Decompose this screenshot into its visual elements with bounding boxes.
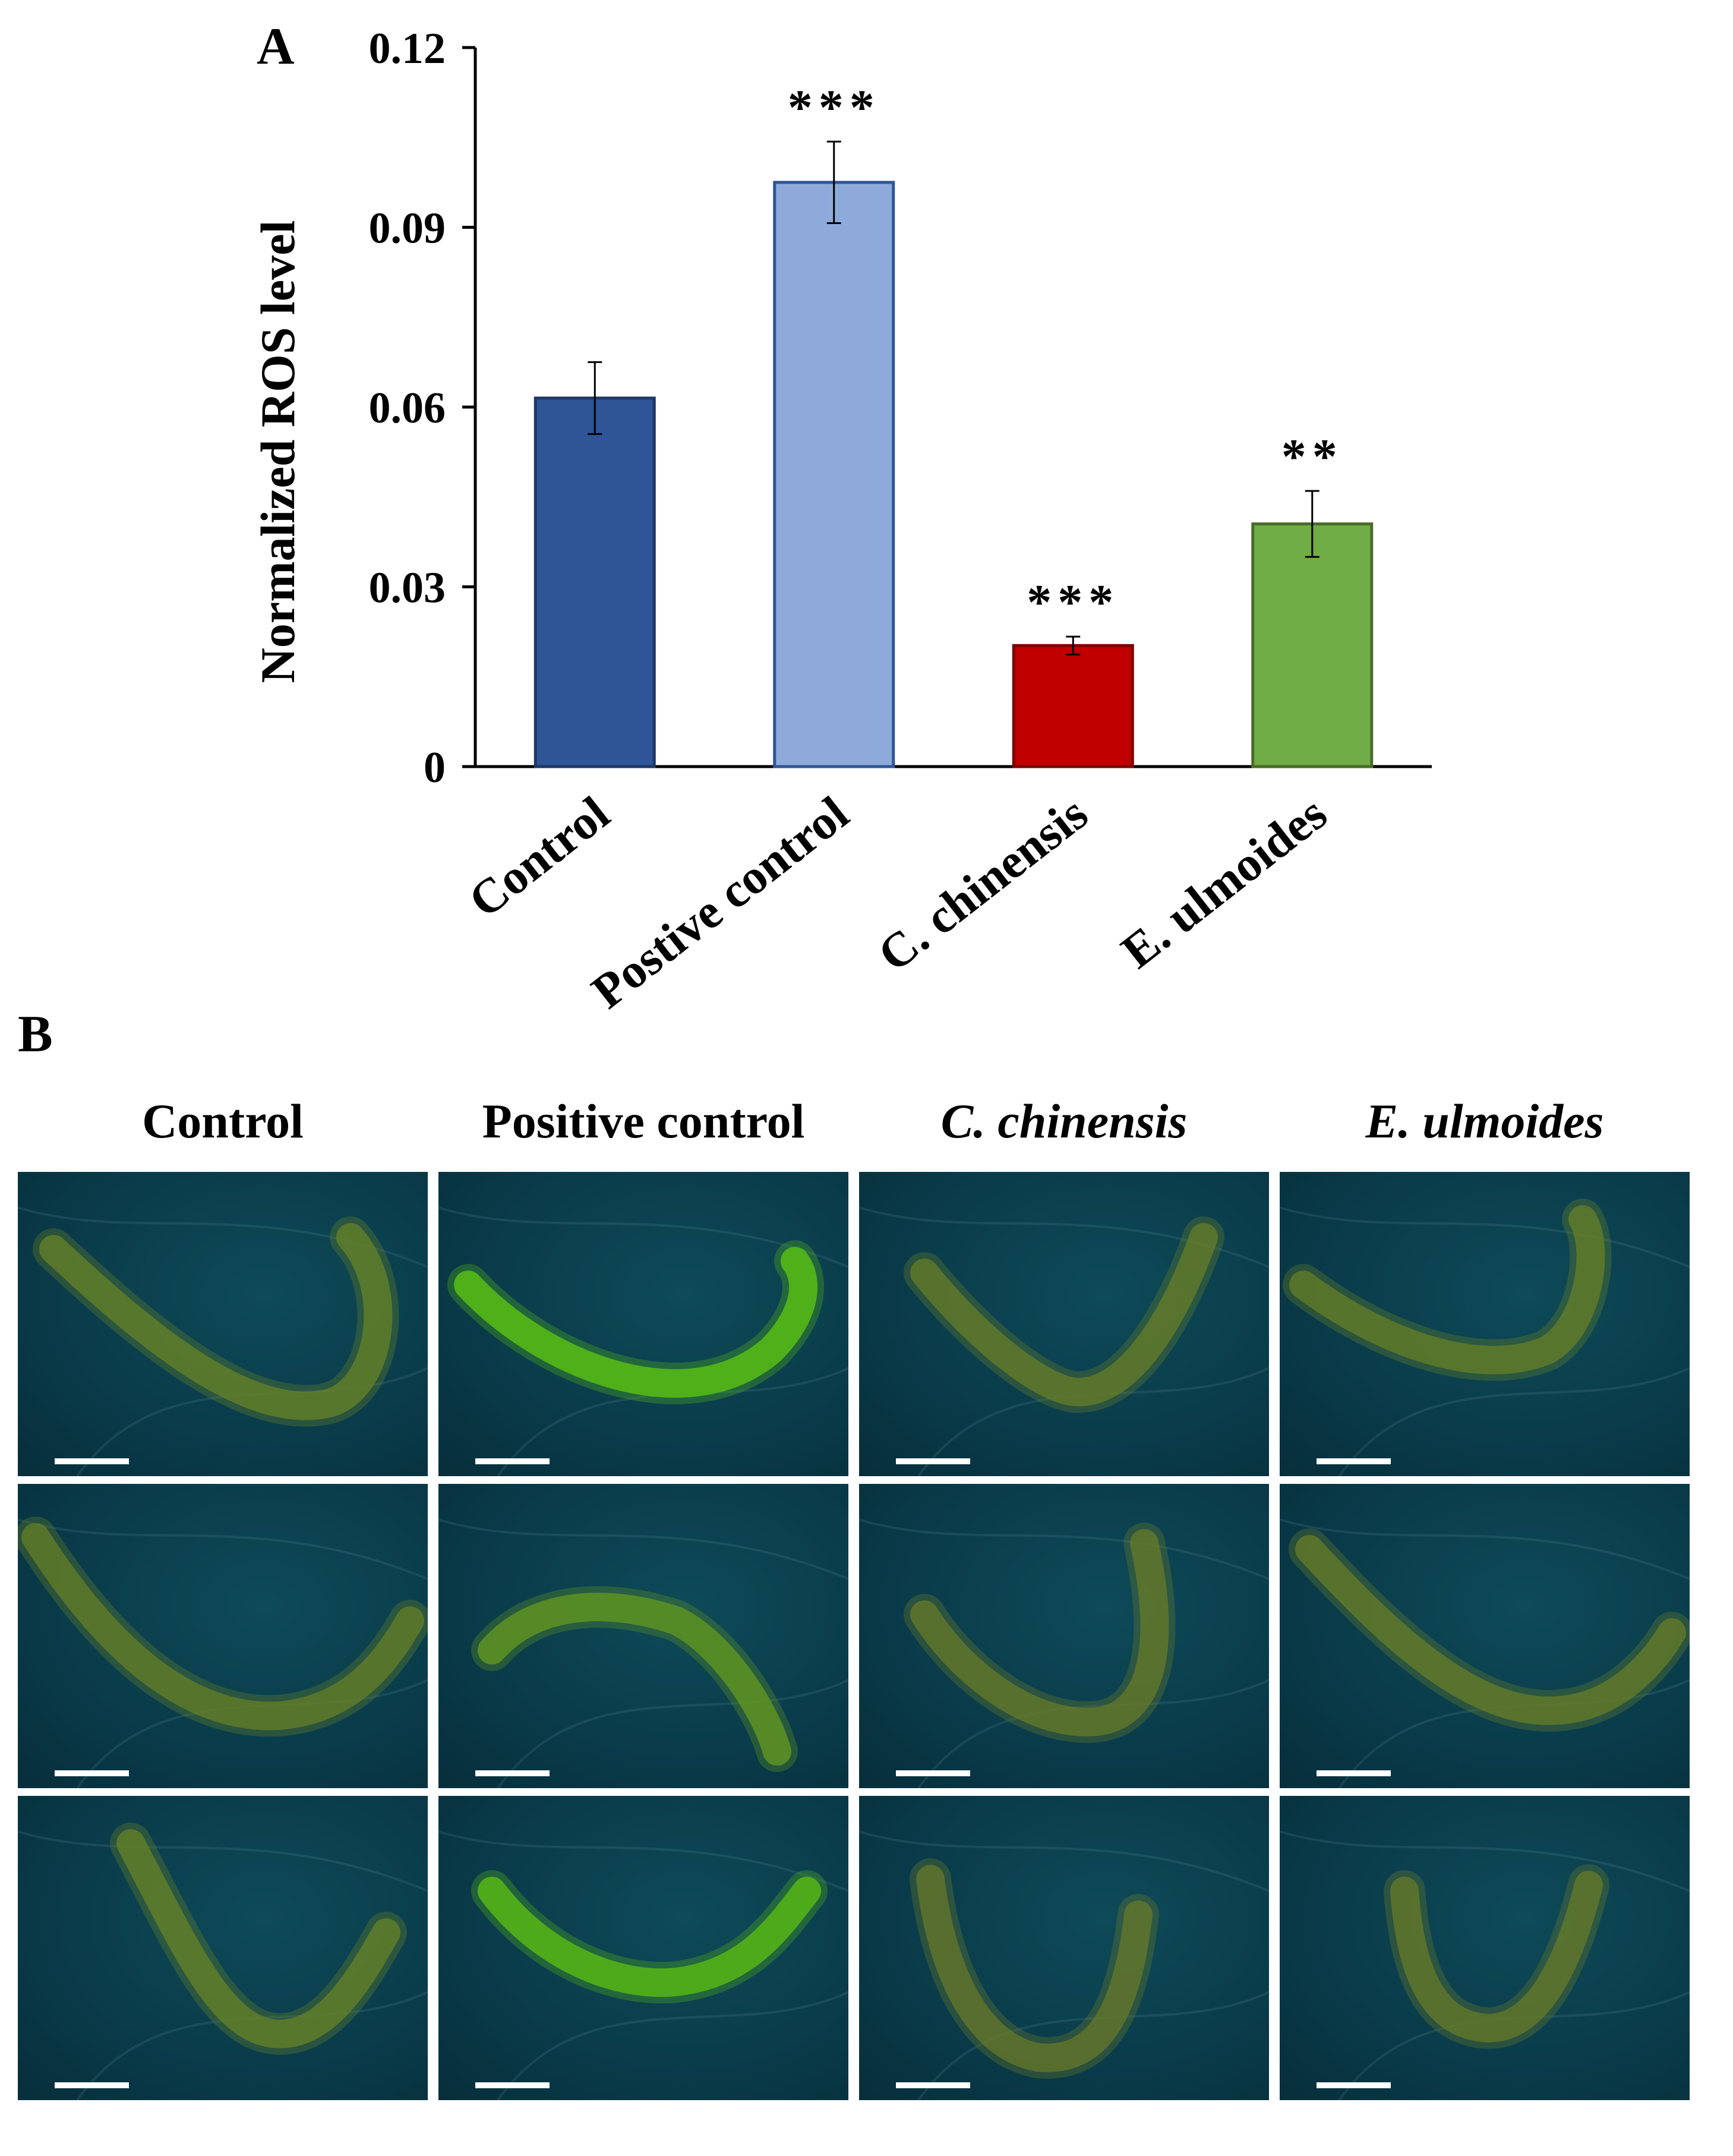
y-axis: 0 0.03 0.06 0.09 0.12 — [369, 24, 1432, 792]
background-streak — [1280, 1206, 1690, 1476]
micrograph-tile — [1280, 1484, 1690, 1788]
background-streak — [438, 1518, 848, 1788]
background-streak — [1280, 1830, 1690, 2100]
micrograph-tile — [859, 1172, 1269, 1476]
background-streak — [859, 1518, 1269, 1788]
column-title-c-chinensis: C. chinensis — [940, 1094, 1188, 1148]
micrograph-tile — [438, 1796, 848, 2100]
worm — [39, 1223, 393, 1420]
significance-label: ** — [1281, 429, 1343, 484]
worm — [116, 1829, 400, 2048]
scale-bar — [55, 1770, 129, 1776]
bar-chart: 00.030.060.090.12 ******** ControlPostiv… — [251, 24, 1432, 1019]
micrograph-image — [1280, 1199, 1690, 1476]
scale-bar — [55, 2082, 129, 2088]
bar — [1012, 644, 1134, 768]
y-tick-label: 0.12 — [369, 24, 446, 73]
significance-label: *** — [788, 80, 880, 135]
worm — [21, 1523, 424, 1731]
bar — [773, 181, 895, 768]
y-tick-label: 0 — [424, 743, 446, 792]
bars: ******** — [534, 80, 1374, 768]
micrograph-tile — [438, 1172, 848, 1476]
micrograph-image — [438, 1518, 848, 1788]
micrograph-image — [859, 1206, 1269, 1476]
worm — [910, 1529, 1169, 1736]
worm — [454, 1247, 817, 1398]
micrograph-image — [438, 1206, 848, 1476]
bar — [534, 396, 656, 768]
scale-bar — [1317, 1770, 1391, 1776]
worm-glow — [904, 1523, 1176, 1743]
scale-bar — [1317, 1458, 1391, 1464]
column-title-control: Control — [142, 1094, 304, 1148]
bar — [1251, 522, 1374, 768]
scale-bar — [475, 2082, 550, 2088]
scale-bar — [55, 1458, 129, 1464]
scale-bar — [896, 1458, 970, 1464]
micrograph-tile — [18, 1796, 428, 2100]
micrograph-tile — [859, 1796, 1269, 2100]
background-streak — [859, 1830, 1269, 2100]
worm — [1289, 1205, 1605, 1375]
micrograph-image — [18, 1206, 428, 1476]
micrograph-tile — [18, 1172, 428, 1476]
worm — [478, 1593, 791, 1766]
x-tick-label: C. chinensis — [868, 786, 1097, 982]
micrograph-tile — [1280, 1796, 1690, 2100]
significance-label: *** — [1027, 575, 1119, 630]
micrograph-tile — [1280, 1172, 1690, 1476]
scale-bar — [475, 1458, 550, 1464]
column-title-e-ulmoides: E. ulmoides — [1365, 1094, 1604, 1148]
worm — [478, 1877, 821, 1997]
y-tick-label: 0.03 — [369, 564, 446, 613]
micrograph-image — [1280, 1518, 1690, 1788]
micrograph-image — [18, 1823, 428, 2100]
panel-a-label: A — [257, 18, 295, 75]
micrograph-image — [859, 1518, 1269, 1788]
scale-bar — [896, 1770, 970, 1776]
scale-bar — [896, 2082, 970, 2088]
y-axis-label: Normalized ROS level — [251, 220, 305, 683]
micrograph-image — [859, 1830, 1269, 2100]
y-tick-label: 0.09 — [369, 204, 446, 253]
column-title-positive-control: Positive control — [482, 1094, 805, 1148]
micrograph-tile — [438, 1484, 848, 1788]
micrograph-tile — [859, 1484, 1269, 1788]
scale-bar — [475, 1770, 550, 1776]
worm — [910, 1223, 1218, 1407]
worm — [1390, 1871, 1603, 2042]
y-tick-label: 0.06 — [369, 384, 446, 433]
x-tick-label: E. ulmoides — [1112, 786, 1337, 978]
micrograph-image — [1280, 1830, 1690, 2100]
worm — [916, 1865, 1153, 2072]
micrograph-image — [18, 1517, 428, 1788]
x-tick-label: Control — [459, 786, 619, 928]
background-streak — [438, 1830, 848, 2100]
worm — [1295, 1535, 1686, 1725]
scale-bar — [1317, 2082, 1391, 2088]
panel-b-label: B — [18, 1005, 53, 1063]
micrograph-tile — [18, 1484, 428, 1788]
micrograph-image — [438, 1830, 848, 2100]
x-tick-label: Postive control — [582, 786, 858, 1019]
